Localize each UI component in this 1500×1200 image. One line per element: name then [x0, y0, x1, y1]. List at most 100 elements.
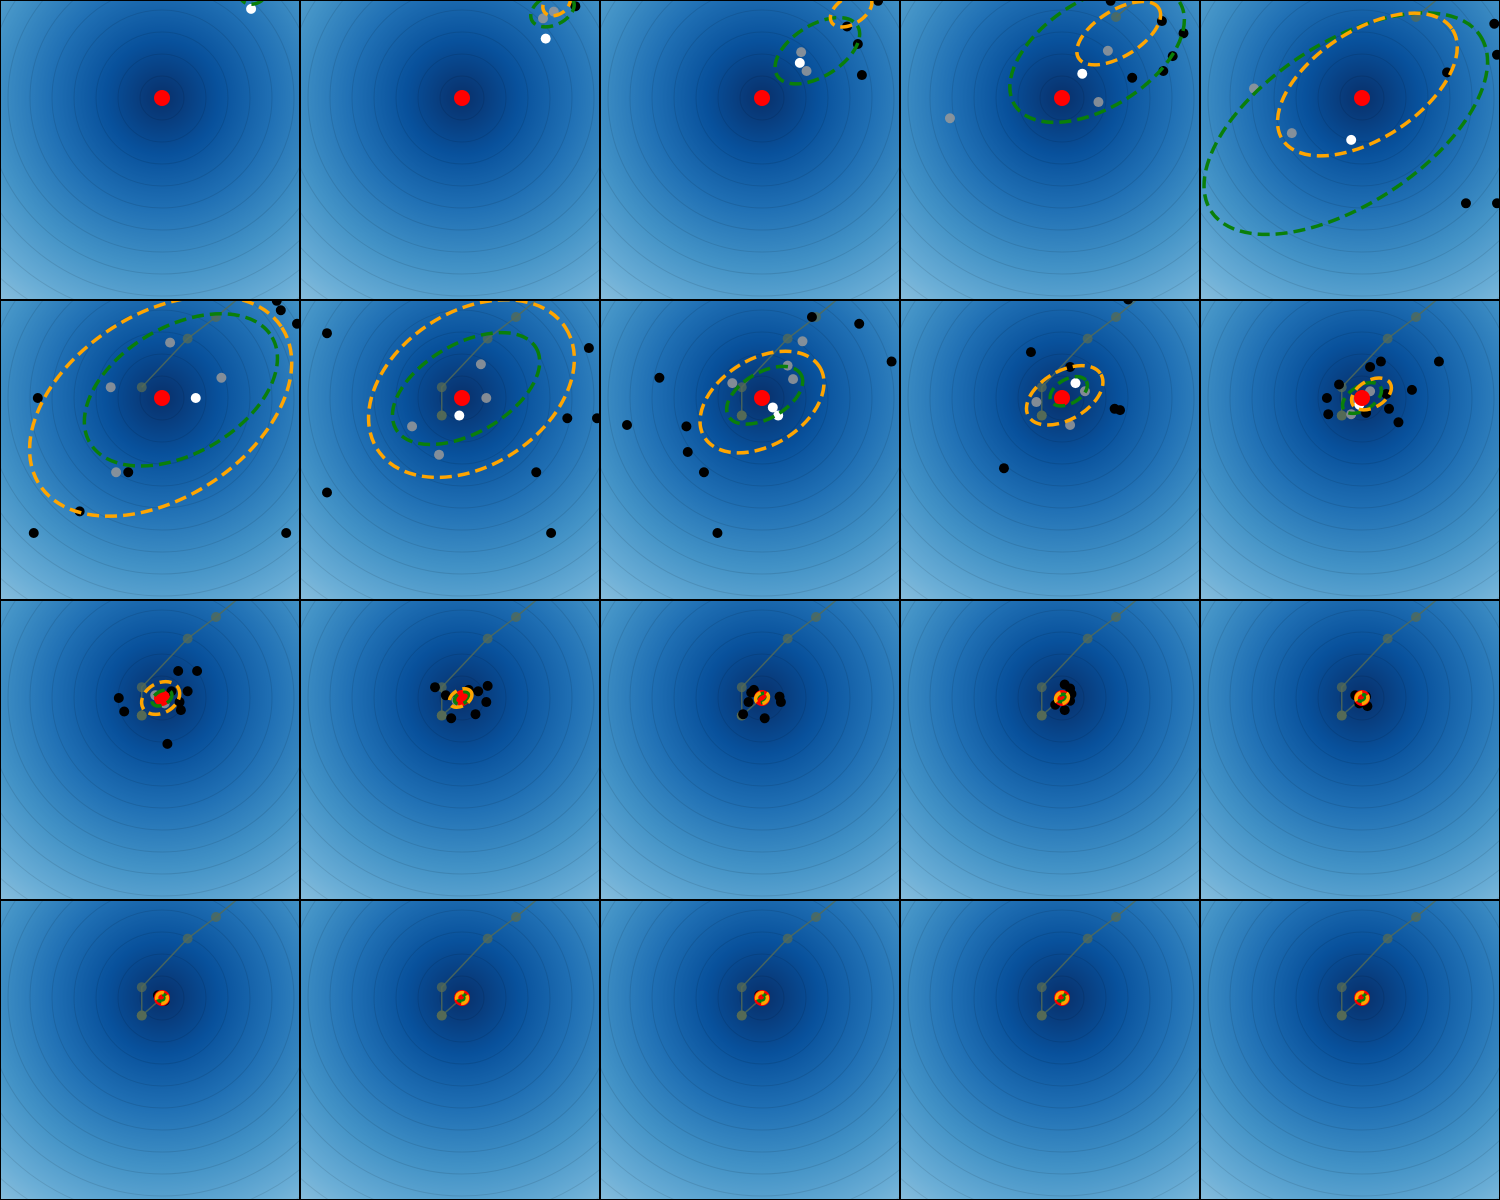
contour-ring [651, 0, 873, 209]
contour-ring [607, 900, 900, 1153]
elite-point-selected [246, 3, 257, 14]
mean-history-point [436, 382, 447, 393]
sample-point [1433, 356, 1444, 367]
sample-point [1375, 356, 1386, 367]
contour-ring [0, 600, 300, 875]
contour-ring [1295, 331, 1429, 465]
contour-ring [300, 900, 600, 1175]
contour-ring [300, 210, 600, 297]
mean-history-point [1036, 682, 1047, 693]
mean-history-point [482, 633, 493, 644]
contour-ring [1317, 953, 1407, 1043]
sample-point [654, 372, 665, 383]
mean-history-point [482, 933, 493, 944]
panel-frame [600, 0, 900, 300]
contour-ring [95, 631, 229, 765]
contour-ring [929, 0, 1195, 231]
contour-ring [717, 653, 807, 743]
contour-ring [907, 900, 1200, 1153]
objective-background [0, 600, 300, 900]
panel-frame [0, 300, 300, 600]
objective-background [900, 900, 1200, 1200]
contour-ring [673, 309, 851, 487]
contour-ring [973, 909, 1151, 1087]
panel-frame [0, 600, 300, 900]
elite-point-faded [797, 336, 808, 347]
sample-point [123, 467, 134, 478]
contour-ring [1251, 300, 1473, 509]
covariance-ellipse-outer [1349, 376, 1394, 412]
contour-ring [1295, 931, 1429, 1065]
mean-history-point [1382, 633, 1393, 644]
contour-ring [951, 0, 1173, 209]
panel-5 [1200, 0, 1500, 300]
contour-ring [307, 0, 600, 253]
mean-history-point [1111, 312, 1121, 322]
sample-point [430, 682, 440, 693]
sample-point [1059, 705, 1070, 716]
objective-background [0, 300, 300, 600]
optimum-marker [1054, 390, 1070, 406]
panel-14 [900, 600, 1200, 900]
panel-plot-area [900, 600, 1200, 900]
panel-frame [900, 0, 1200, 300]
contour-ring [73, 909, 251, 1087]
contour-ring [907, 600, 1200, 853]
contour-ring [973, 609, 1151, 787]
optimum-marker [1354, 390, 1370, 406]
panel-frame [300, 0, 600, 300]
panel-16 [0, 900, 300, 1200]
contour-ring [1229, 0, 1495, 231]
sample-point [698, 467, 709, 478]
covariance-ellipse-outer [1053, 690, 1071, 706]
contour-ring [0, 1110, 300, 1197]
sample-point [806, 312, 817, 322]
covariance-ellipse-inner [724, 364, 805, 426]
contour-ring [1339, 675, 1385, 721]
contour-ring [7, 0, 300, 253]
panel-3 [600, 0, 900, 300]
mean-history-point [1036, 982, 1047, 993]
contour-ring [1251, 900, 1473, 1109]
panel-9 [900, 300, 1200, 600]
contour-ring [1273, 609, 1451, 787]
sample-point [682, 447, 693, 457]
contour-ring [139, 75, 185, 121]
contour-ring [1039, 75, 1085, 121]
objective-background [1200, 300, 1500, 600]
contour-ring [417, 353, 507, 443]
contour-ring [395, 331, 529, 465]
contour-ring [329, 300, 595, 531]
mean-history-point [782, 333, 793, 344]
sample-point [322, 328, 332, 339]
covariance-ellipse-inner [156, 992, 168, 1004]
sample-point [1365, 361, 1376, 372]
contour-ring [1039, 975, 1085, 1021]
covariance-ellipse-outer [541, 0, 572, 18]
contour-ring [29, 300, 295, 531]
objective-background [1200, 900, 1500, 1200]
covariance-ellipse-inner [150, 688, 174, 708]
contour-ring [1273, 909, 1451, 1087]
contour-ring [900, 600, 1200, 875]
contour-ring [0, 210, 300, 297]
mean-history-point [511, 612, 521, 622]
panel-plot-area [0, 0, 300, 300]
contour-ring [673, 609, 851, 787]
sample-point [546, 528, 557, 538]
contour-ring [300, 0, 600, 275]
contour-ring [439, 975, 485, 1021]
sample-point [182, 686, 193, 697]
mean-history-point [811, 912, 821, 922]
elite-point-selected [1070, 378, 1081, 389]
contour-ring [739, 75, 785, 121]
contour-ring [1200, 600, 1500, 875]
mean-history-point [1111, 12, 1121, 22]
contour-ring [73, 9, 251, 187]
contour-ring [717, 953, 807, 1043]
sample-point [1492, 198, 1500, 209]
sample-point [886, 356, 897, 367]
sample-point [28, 528, 39, 538]
elite-point-selected [767, 402, 778, 413]
contour-ring [329, 900, 595, 1131]
